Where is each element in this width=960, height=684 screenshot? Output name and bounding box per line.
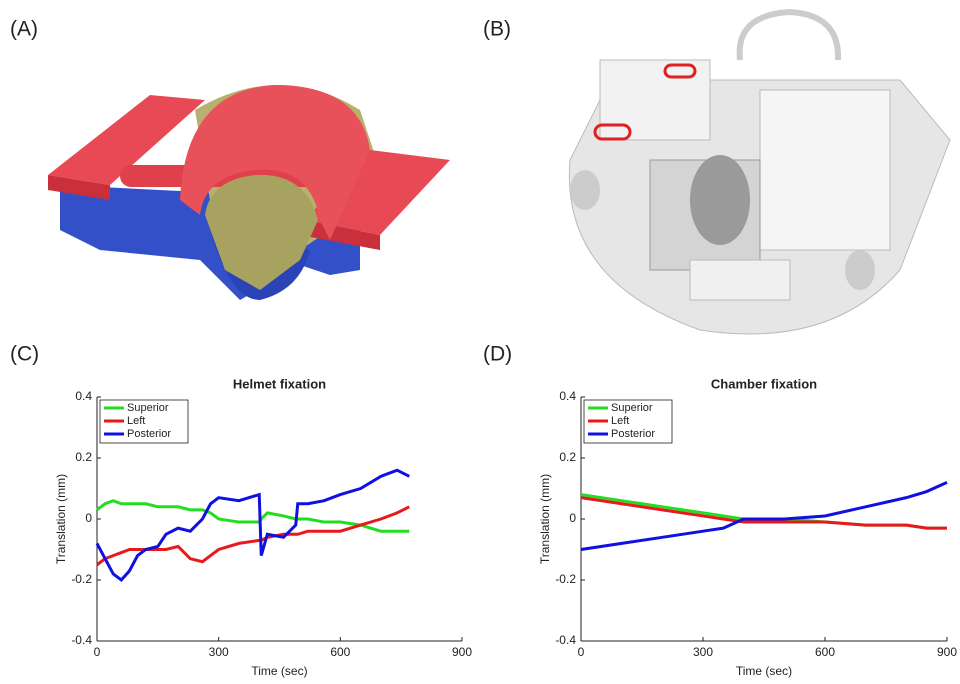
y-tick-label: -0.4 <box>71 633 92 647</box>
panel-label: (B) <box>483 18 511 41</box>
x-tick-label: 900 <box>452 645 472 659</box>
y-tick-label: 0 <box>569 511 576 525</box>
y-tick-label: -0.2 <box>555 572 576 586</box>
legend-label: Left <box>127 415 145 427</box>
y-tick-label: 0.2 <box>75 450 92 464</box>
helmet-render <box>48 85 450 300</box>
series-line <box>581 482 947 549</box>
legend-label: Superior <box>127 402 169 414</box>
y-tick-label: 0.2 <box>559 450 576 464</box>
legend-label: Left <box>611 415 629 427</box>
x-tick-label: 0 <box>94 645 101 659</box>
chart-title: Helmet fixation <box>233 376 326 391</box>
x-tick-label: 300 <box>693 645 713 659</box>
y-tick-label: 0.4 <box>559 389 576 403</box>
x-tick-label: 900 <box>937 645 957 659</box>
x-tick-label: 0 <box>578 645 585 659</box>
x-axis-label: Time (sec) <box>251 664 307 678</box>
panel-label: (D) <box>483 343 512 366</box>
figure: (A) (B) (C) (D) Helmet fixation Time (sec… <box>0 0 960 684</box>
x-tick-label: 600 <box>330 645 350 659</box>
panel-label: (A) <box>10 18 38 41</box>
x-axis-label: Time (sec) <box>736 664 792 678</box>
y-axis-label: Translation (mm) <box>54 474 68 564</box>
panel-label: (C) <box>10 343 39 366</box>
x-tick-label: 600 <box>815 645 835 659</box>
y-axis-label: Translation (mm) <box>538 474 552 564</box>
y-tick-label: -0.4 <box>555 633 576 647</box>
legend-label: Superior <box>611 402 653 414</box>
series-line <box>97 501 409 532</box>
legend-label: Posterior <box>127 428 171 440</box>
chamber-render <box>569 12 950 334</box>
x-tick-label: 300 <box>209 645 229 659</box>
y-tick-label: -0.2 <box>71 572 92 586</box>
legend-label: Posterior <box>611 428 655 440</box>
chart-title: Chamber fixation <box>711 376 817 391</box>
y-tick-label: 0 <box>85 511 92 525</box>
series-line <box>97 507 409 565</box>
y-tick-label: 0.4 <box>75 389 92 403</box>
